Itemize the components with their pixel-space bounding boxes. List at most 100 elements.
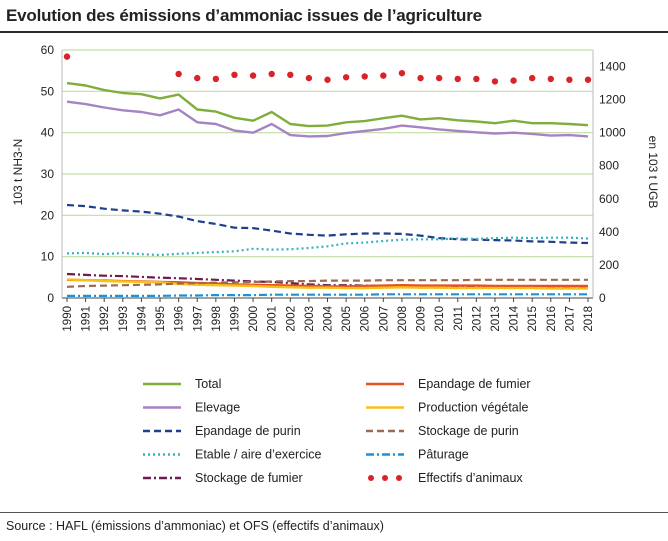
- x-tick-label: 1994: [136, 305, 148, 331]
- y-tick-label: 0: [47, 291, 54, 305]
- y-axis-right-label: en 103 t UGB: [646, 136, 660, 209]
- y-axis-right-ticks: 0 200 400 600 800 1000 1200 1400: [599, 60, 626, 305]
- legend-label: Pâturage: [418, 448, 469, 462]
- x-tick-label: 1992: [99, 306, 111, 332]
- series-line: [66, 203, 589, 245]
- legend-swatch: [368, 475, 374, 481]
- x-tick-label: 2015: [527, 306, 539, 332]
- x-tick-label: 2017: [564, 306, 576, 332]
- x-tick-label: 2013: [490, 306, 502, 332]
- legend-label: Epandage de purin: [195, 424, 301, 438]
- data-point: [566, 76, 573, 83]
- legend-item: Etable / aire d’exercice: [143, 448, 322, 462]
- data-point: [528, 74, 536, 82]
- x-tick-label: 1996: [174, 306, 186, 332]
- chart-title: Evolution des émissions d’ammoniac issue…: [6, 6, 482, 25]
- series-line: [66, 100, 589, 138]
- y-tick-label: 30: [41, 167, 55, 181]
- legend-label: Etable / aire d’exercice: [195, 448, 322, 462]
- x-tick-label: 1990: [62, 306, 74, 332]
- x-tick-label: 2003: [304, 306, 316, 332]
- x-tick-label: 2012: [471, 306, 483, 332]
- grid-lines: [62, 49, 593, 258]
- x-tick-label: 2011: [453, 306, 465, 331]
- x-tick-label: 2010: [434, 306, 446, 332]
- data-point: [194, 74, 201, 82]
- data-point: [305, 74, 313, 82]
- legend-item: Production végétale: [366, 401, 529, 415]
- y2-tick-label: 200: [599, 258, 619, 272]
- y-tick-label: 50: [41, 84, 55, 98]
- legend-item: Pâturage: [366, 448, 469, 462]
- series-line: [66, 236, 589, 257]
- x-tick-label: 1999: [229, 306, 241, 332]
- legend-swatch: [382, 475, 388, 481]
- y2-tick-label: 0: [599, 291, 606, 305]
- data-point: [63, 53, 71, 60]
- legend-item: Epandage de purin: [143, 424, 301, 438]
- series-line: [66, 278, 588, 288]
- legend-item: Stockage de purin: [366, 424, 519, 438]
- x-tick-label: 2014: [509, 305, 521, 331]
- x-tick-label: 2001: [267, 306, 279, 332]
- x-tick-label: 2009: [416, 306, 428, 332]
- legend-swatch: [396, 475, 402, 481]
- x-tick-label: 1995: [155, 306, 167, 332]
- y-tick-label: 20: [41, 208, 55, 222]
- x-tick-label: 1993: [118, 306, 130, 332]
- data-point: [231, 71, 238, 79]
- y-tick-label: 40: [41, 126, 55, 140]
- x-tick-label: 2002: [285, 306, 297, 332]
- legend-label: Total: [195, 377, 221, 391]
- y-tick-label: 10: [41, 250, 55, 264]
- source-note: Source : HAFL (émissions d’ammoniac) et …: [6, 519, 384, 533]
- legend-item: Total: [143, 377, 221, 391]
- series-line: [66, 278, 588, 290]
- data-point: [361, 73, 368, 80]
- data-point: [268, 70, 275, 78]
- legend-item: Elevage: [143, 401, 240, 415]
- y-tick-label: 60: [41, 43, 55, 57]
- x-tick-label: 2007: [378, 306, 390, 332]
- y2-tick-label: 600: [599, 192, 619, 206]
- x-tick-label: 2018: [583, 306, 595, 332]
- legend-label: Stockage de fumier: [195, 471, 303, 485]
- y2-tick-label: 1000: [599, 126, 626, 140]
- data-point: [584, 76, 592, 83]
- x-axis-ticks: 1990 1991 1992 1993 1994 1995 1996 1997 1998 1999…: [62, 298, 595, 332]
- source-rule: [0, 512, 668, 513]
- y2-tick-label: 400: [599, 225, 619, 239]
- x-tick-label: 1991: [81, 306, 93, 332]
- legend-label: Epandage de fumier: [418, 377, 531, 391]
- data-point: [510, 77, 517, 84]
- data-point: [417, 74, 424, 82]
- title-rule: [0, 31, 668, 33]
- data-point: [547, 75, 554, 83]
- data-point: [491, 78, 499, 85]
- axes: [61, 50, 594, 299]
- data-point: [287, 71, 294, 79]
- y-axis-left-label: 103 t NH3-N: [11, 139, 25, 206]
- data-point: [175, 70, 182, 78]
- x-tick-label: 2008: [397, 306, 409, 332]
- data-point: [435, 74, 443, 82]
- x-tick-label: 1998: [211, 306, 223, 332]
- data-point: [380, 72, 387, 79]
- legend-item: Effectifs d’animaux: [368, 471, 523, 485]
- y2-tick-label: 1200: [599, 93, 626, 107]
- series-line: [67, 293, 588, 297]
- animal-count-dots: [63, 53, 592, 85]
- data-point: [342, 74, 350, 81]
- series-line: [66, 81, 589, 128]
- legend-label: Elevage: [195, 401, 240, 415]
- x-tick-label: 1997: [192, 306, 204, 332]
- series-lines: [66, 81, 589, 297]
- y2-tick-label: 800: [599, 159, 619, 173]
- legend-label: Effectifs d’animaux: [418, 471, 523, 485]
- legend-label: Stockage de purin: [418, 424, 519, 438]
- data-point: [249, 72, 257, 79]
- legend-item: Epandage de fumier: [366, 377, 531, 391]
- data-point: [324, 76, 331, 83]
- x-tick-label: 2005: [341, 306, 353, 332]
